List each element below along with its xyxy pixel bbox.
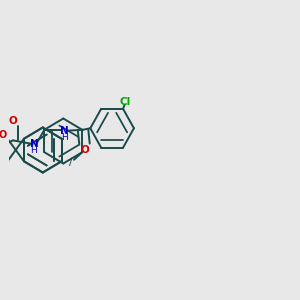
Text: N: N <box>29 139 38 149</box>
Text: O: O <box>9 116 17 126</box>
Text: Cl: Cl <box>120 97 131 107</box>
Text: N: N <box>60 126 68 136</box>
Text: O: O <box>0 130 7 140</box>
Text: /: / <box>69 157 73 167</box>
Text: H: H <box>31 146 37 155</box>
Text: O: O <box>80 145 89 154</box>
Text: H: H <box>61 133 68 142</box>
